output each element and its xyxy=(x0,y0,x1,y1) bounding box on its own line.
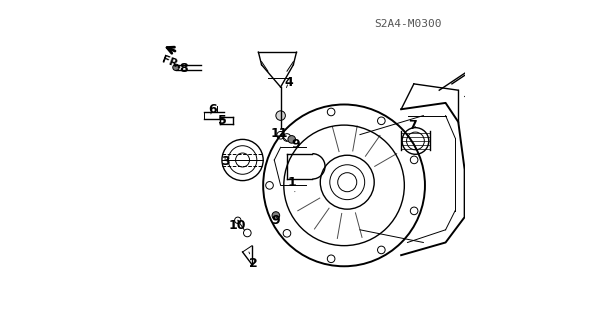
Text: FR.: FR. xyxy=(160,55,182,71)
Circle shape xyxy=(173,64,179,70)
Text: S2A4-M0300: S2A4-M0300 xyxy=(374,19,441,28)
Text: 2: 2 xyxy=(249,252,258,269)
Circle shape xyxy=(272,212,280,219)
Text: 5: 5 xyxy=(217,114,226,127)
Circle shape xyxy=(276,111,285,120)
Text: 10: 10 xyxy=(228,219,246,232)
Text: 7: 7 xyxy=(408,119,417,132)
Text: 8: 8 xyxy=(179,61,188,75)
Text: 3: 3 xyxy=(221,155,230,168)
Text: 1: 1 xyxy=(288,176,296,192)
Text: 9: 9 xyxy=(272,214,280,227)
Text: 4: 4 xyxy=(284,76,293,89)
Text: 6: 6 xyxy=(208,103,217,116)
Text: 11: 11 xyxy=(271,126,288,140)
Circle shape xyxy=(288,136,296,143)
Text: 9: 9 xyxy=(291,138,300,151)
